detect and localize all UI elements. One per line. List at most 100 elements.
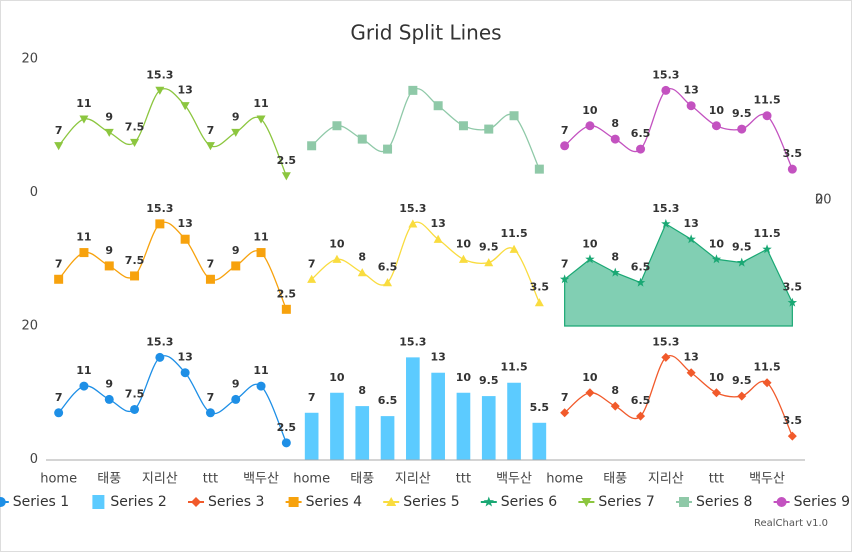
y-tick-label: 0: [815, 193, 823, 208]
legend-marker: [92, 495, 105, 509]
line: [311, 88, 540, 170]
data-label: 8: [611, 251, 619, 264]
data-label: 11.5: [500, 361, 527, 374]
data-label: 13: [177, 217, 192, 230]
marker: [585, 388, 595, 398]
bar: [380, 416, 395, 460]
data-label: 5.5: [530, 401, 550, 414]
x-tick-label: 백두산: [496, 472, 532, 487]
marker: [130, 138, 140, 147]
marker: [509, 244, 519, 253]
marker: [636, 411, 646, 421]
data-label: 15.3: [652, 335, 679, 348]
x-tick-label: 지리산: [142, 472, 178, 487]
data-label: 11: [253, 364, 268, 377]
legend-label: Series 2: [110, 494, 166, 510]
marker: [231, 128, 241, 137]
marker: [180, 102, 190, 111]
marker: [357, 268, 367, 277]
marker: [383, 144, 393, 154]
x-tick-label: 백두산: [749, 472, 785, 487]
marker: [332, 254, 342, 263]
data-label: 11.5: [500, 227, 527, 240]
marker: [711, 121, 721, 131]
data-label: 9.5: [479, 241, 499, 254]
data-label: 11.5: [753, 227, 780, 240]
data-label: 9: [105, 244, 113, 257]
data-label: 13: [430, 217, 445, 230]
line: [311, 221, 540, 303]
data-label: 7: [55, 124, 63, 137]
data-label: 6.5: [631, 127, 651, 140]
data-label: 11: [76, 97, 91, 110]
data-label: 15.3: [146, 202, 173, 215]
data-label: 6.5: [631, 261, 651, 274]
data-label: 9.5: [732, 107, 752, 120]
marker: [104, 394, 114, 404]
marker: [205, 274, 215, 284]
marker: [458, 121, 468, 131]
marker: [581, 498, 592, 507]
x-tick-label: 태풍: [350, 472, 374, 487]
data-label: 8: [358, 384, 366, 397]
data-label: 11.5: [753, 361, 780, 374]
data-label: 2.5: [277, 154, 297, 167]
data-label: 3.5: [783, 281, 803, 294]
marker: [281, 304, 291, 314]
data-label: 2.5: [277, 287, 297, 300]
x-tick-label: 백두산: [243, 472, 279, 487]
marker: [762, 244, 772, 254]
marker: [155, 86, 165, 95]
data-label: 3.5: [530, 281, 550, 294]
data-label: 7: [561, 257, 569, 270]
line: [564, 88, 793, 170]
marker: [661, 352, 671, 362]
data-label: 7.5: [125, 387, 145, 400]
bar: [355, 406, 370, 460]
data-label: 7: [207, 391, 215, 404]
line: [58, 355, 287, 444]
marker: [307, 141, 317, 151]
marker: [483, 496, 495, 507]
marker: [776, 497, 787, 507]
data-label: 8: [611, 117, 619, 130]
data-label: 10: [709, 104, 725, 117]
marker: [79, 248, 89, 258]
legend-label: Series 3: [208, 494, 264, 510]
marker: [54, 142, 64, 151]
data-label: 10: [456, 371, 472, 384]
y-tick-label: 20: [21, 319, 38, 334]
marker: [534, 164, 544, 174]
data-label: 9: [105, 110, 113, 123]
legend-label: Series 5: [403, 494, 459, 510]
marker: [256, 115, 266, 124]
bar: [304, 412, 319, 460]
marker: [711, 254, 722, 264]
data-label: 8: [358, 251, 366, 264]
data-label: 9.5: [732, 241, 752, 254]
legend-label: Series 6: [501, 494, 558, 510]
x-tick-label: 지리산: [648, 472, 684, 487]
data-label: 10: [709, 371, 725, 384]
data-label: 6.5: [631, 394, 651, 407]
marker: [484, 258, 494, 267]
marker: [408, 219, 418, 228]
marker: [104, 261, 114, 271]
data-label: 11: [76, 231, 91, 244]
y-tick-label: 0: [30, 452, 38, 467]
marker: [231, 261, 241, 271]
marker: [509, 111, 519, 121]
data-label: 9: [105, 377, 113, 390]
data-label: 9.5: [732, 374, 752, 387]
data-label: 7: [561, 124, 569, 137]
data-label: 13: [177, 84, 192, 97]
data-label: 7.5: [125, 254, 145, 267]
data-label: 13: [683, 217, 698, 230]
data-label: 10: [582, 371, 598, 384]
marker: [386, 497, 397, 506]
data-label: 15.3: [399, 202, 426, 215]
data-label: 3.5: [783, 147, 803, 160]
x-tick-label: 지리산: [395, 472, 431, 487]
data-label: 13: [177, 351, 192, 364]
